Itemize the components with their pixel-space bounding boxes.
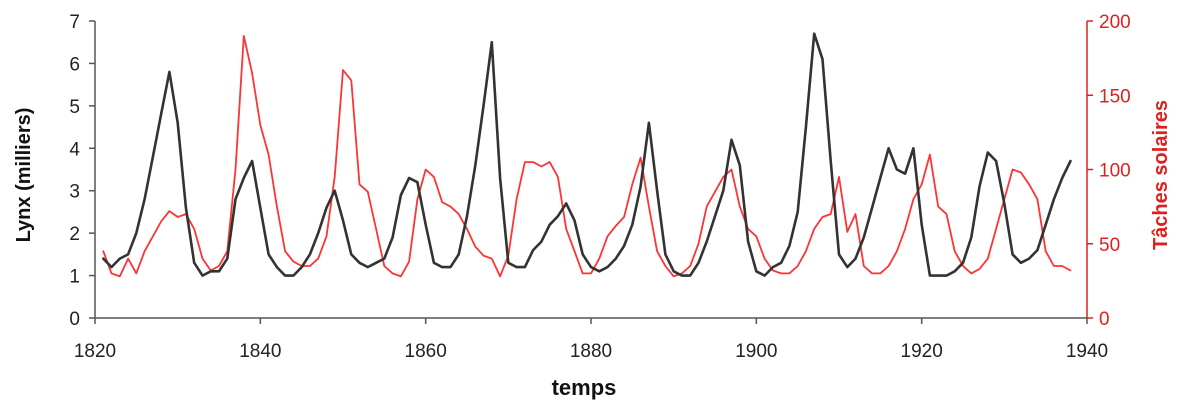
plot-lines (102, 32, 1072, 278)
left-y-tick-label: 6 (69, 54, 80, 75)
left-y-tick-label: 5 (69, 97, 80, 118)
left-y-tick-label: 2 (69, 224, 80, 245)
left-y-tick-label: 1 (69, 267, 80, 288)
left-y-ticks: 0 1 2 3 4 5 6 7 (69, 12, 95, 330)
x-tick-label: 1860 (405, 341, 447, 362)
x-tick-label: 1840 (239, 341, 281, 362)
x-tick-label: 1820 (74, 341, 116, 362)
x-tick-label: 1900 (735, 341, 777, 362)
right-y-tick-label: 200 (1099, 12, 1131, 33)
left-y-tick-label: 0 (69, 309, 80, 330)
x-ticks: 1820 1840 1860 1880 1900 1920 1940 (74, 318, 1108, 362)
x-axis-title: temps (552, 375, 617, 400)
right-y-tick-label: 50 (1099, 235, 1120, 256)
right-y-tick-label: 150 (1099, 86, 1131, 107)
lynx-series-line (102, 32, 1072, 277)
x-tick-label: 1940 (1066, 341, 1108, 362)
left-y-tick-label: 3 (69, 182, 80, 203)
right-y-tick-label: 100 (1099, 161, 1131, 182)
left-y-tick-label: 4 (69, 139, 80, 160)
y-axis-title-left: Lynx (milliers) (13, 108, 35, 243)
right-y-ticks: 0 50 100 150 200 (1087, 12, 1131, 330)
y-axis-title-right: Tâches solaires (1150, 100, 1172, 250)
sunspots-series-line (102, 35, 1072, 278)
left-y-tick-label: 7 (69, 12, 80, 33)
x-tick-label: 1880 (570, 341, 612, 362)
right-y-tick-label: 0 (1099, 309, 1110, 330)
x-tick-label: 1920 (901, 341, 943, 362)
